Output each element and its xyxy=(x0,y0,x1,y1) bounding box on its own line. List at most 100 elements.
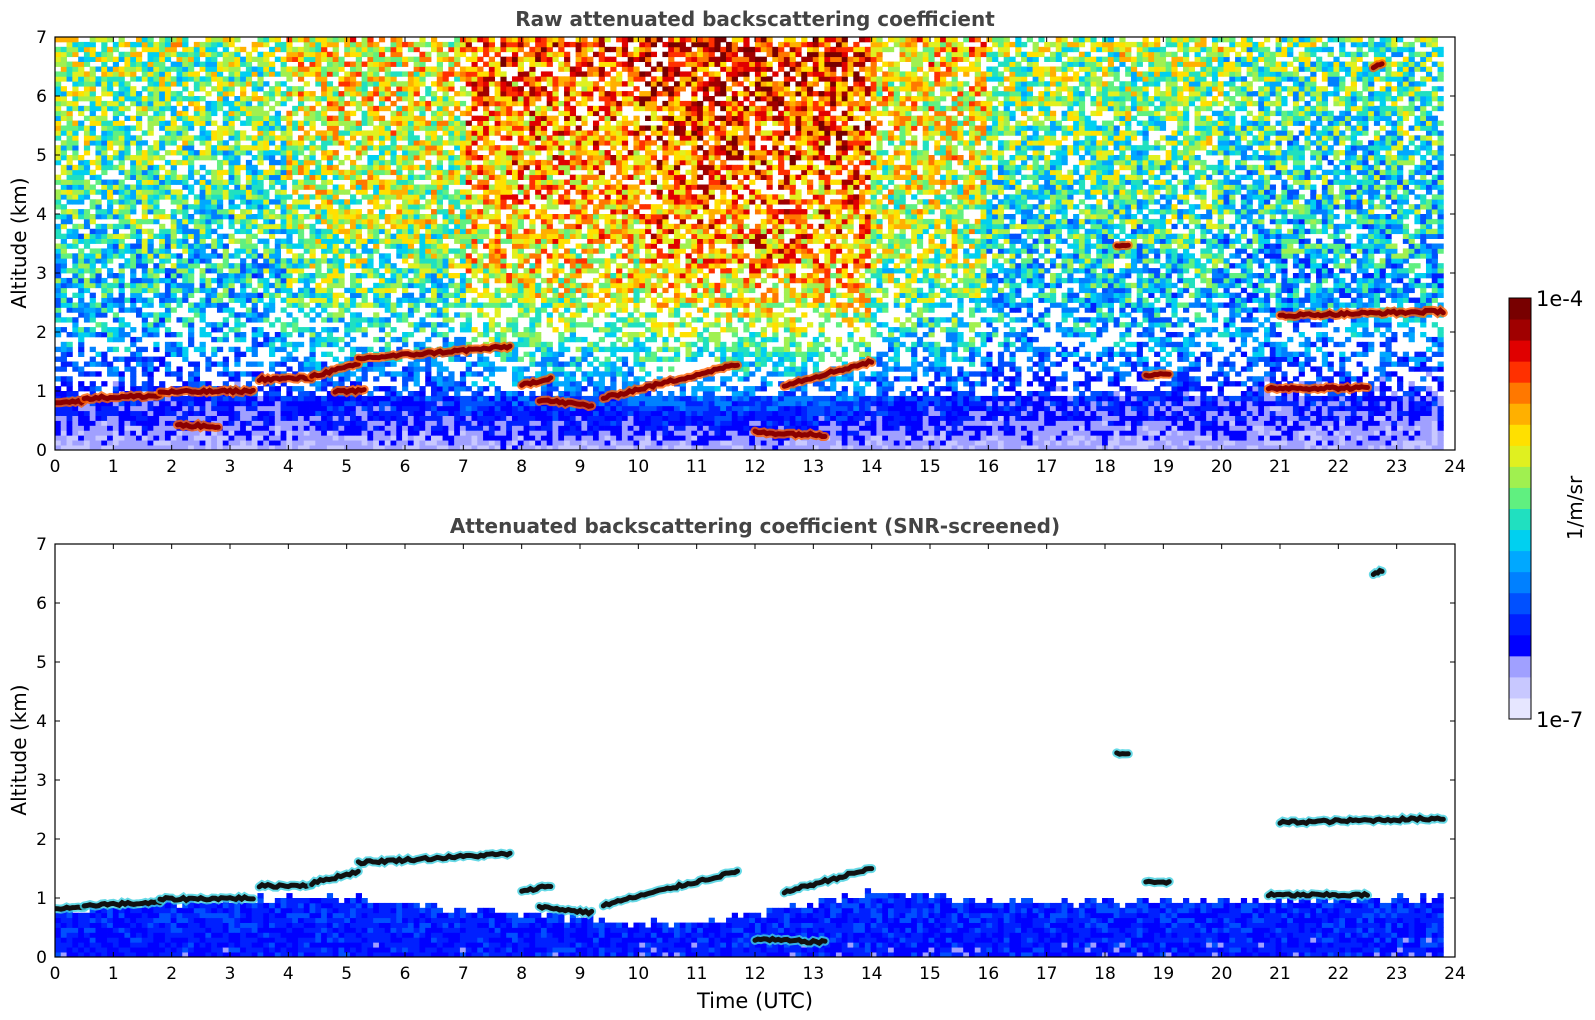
heatmap-cell xyxy=(350,356,357,362)
heatmap-cell xyxy=(355,199,362,205)
heatmap-cell xyxy=(251,440,258,446)
heatmap-cell xyxy=(454,425,461,431)
heatmap-cell xyxy=(344,376,351,382)
heatmap-cell xyxy=(182,135,189,141)
heatmap-cell xyxy=(107,410,114,416)
heatmap-cell xyxy=(326,381,334,387)
heatmap-cell xyxy=(240,277,247,284)
heatmap-cell xyxy=(199,415,206,421)
heatmap-cell xyxy=(378,430,386,436)
heatmap-cell xyxy=(101,400,108,407)
heatmap-cell xyxy=(361,91,368,97)
heatmap-cell xyxy=(297,51,305,58)
heatmap-cell xyxy=(72,130,79,136)
heatmap-cell xyxy=(159,243,166,249)
heatmap-cell xyxy=(135,292,143,298)
heatmap-cell xyxy=(396,440,403,446)
heatmap-cell xyxy=(454,145,461,151)
heatmap-cell xyxy=(471,46,478,53)
heatmap-cell xyxy=(315,287,322,294)
heatmap-cell xyxy=(315,361,322,367)
heatmap-cell xyxy=(170,81,177,87)
heatmap-cell xyxy=(350,184,357,190)
heatmap-cell xyxy=(153,71,160,77)
heatmap-cell xyxy=(303,248,310,254)
heatmap-cell xyxy=(488,110,496,117)
heatmap-cell xyxy=(459,71,467,77)
heatmap-cell xyxy=(118,263,125,269)
heatmap-cell xyxy=(153,174,160,180)
heatmap-cell xyxy=(384,159,391,166)
heatmap-cell xyxy=(240,135,247,141)
heatmap-cell xyxy=(153,317,160,323)
heatmap-cell xyxy=(488,381,496,387)
heatmap-cell xyxy=(431,327,438,333)
heatmap-cell xyxy=(107,238,114,244)
heatmap-cell xyxy=(199,253,206,259)
heatmap-cell xyxy=(332,435,339,441)
heatmap-cell xyxy=(188,243,195,249)
heatmap-cell xyxy=(431,110,438,117)
heatmap-cell xyxy=(245,179,253,185)
heatmap-cell xyxy=(188,214,195,220)
heatmap-cell xyxy=(459,179,467,185)
heatmap-cell xyxy=(269,420,276,426)
heatmap-cell xyxy=(83,145,91,151)
heatmap-cell xyxy=(199,327,206,333)
heatmap-cell xyxy=(292,110,299,117)
heatmap-cell xyxy=(326,405,334,412)
heatmap-cell xyxy=(147,115,154,121)
heatmap-cell xyxy=(338,277,345,284)
heatmap-cell xyxy=(373,420,380,426)
heatmap-cell xyxy=(315,169,322,176)
heatmap-cell xyxy=(78,66,85,72)
heatmap-cell xyxy=(332,268,339,274)
heatmap-cell xyxy=(297,327,305,333)
heatmap-cell xyxy=(344,214,351,220)
heatmap-cell xyxy=(124,140,131,146)
heatmap-cell xyxy=(251,273,258,279)
heatmap-cell xyxy=(205,282,212,289)
heatmap-cell xyxy=(60,282,67,289)
heatmap-cell xyxy=(425,66,432,72)
heatmap-cell xyxy=(188,145,195,151)
heatmap-cell xyxy=(188,435,195,441)
heatmap-cell xyxy=(159,194,166,200)
heatmap-cell xyxy=(72,41,79,48)
heatmap-cell xyxy=(373,317,380,323)
heatmap-cell xyxy=(425,120,432,126)
heatmap-cell xyxy=(251,307,258,313)
heatmap-cell xyxy=(95,445,102,450)
heatmap-cell xyxy=(413,361,420,367)
heatmap-cell xyxy=(211,46,218,53)
heatmap-cell xyxy=(216,307,224,313)
heatmap-cell xyxy=(101,37,108,43)
heatmap-cell xyxy=(164,169,172,176)
heatmap-cell xyxy=(338,440,345,446)
heatmap-cell xyxy=(251,332,258,338)
heatmap-cell xyxy=(454,410,461,416)
heatmap-cell xyxy=(216,273,224,279)
heatmap-cell xyxy=(72,391,79,397)
heatmap-cell xyxy=(211,105,218,112)
heatmap-cell xyxy=(367,218,374,225)
heatmap-cell xyxy=(55,71,62,77)
heatmap-cell xyxy=(193,302,201,308)
heatmap-cell xyxy=(251,312,258,318)
heatmap-cell xyxy=(66,100,73,107)
heatmap-cell xyxy=(95,415,102,421)
heatmap-cell xyxy=(130,174,137,180)
heatmap-cell xyxy=(188,302,195,308)
heatmap-cell xyxy=(488,263,496,269)
heatmap-cell xyxy=(141,361,148,367)
heatmap-cell xyxy=(159,96,166,102)
heatmap-cell xyxy=(205,81,212,87)
heatmap-cell xyxy=(396,115,403,121)
heatmap-cell xyxy=(321,115,328,121)
heatmap-cell xyxy=(107,336,114,343)
heatmap-cell xyxy=(344,189,351,195)
heatmap-cell xyxy=(83,238,91,244)
heatmap-cell xyxy=(407,155,415,161)
heatmap-cell xyxy=(315,268,322,274)
heatmap-cell xyxy=(367,169,374,176)
